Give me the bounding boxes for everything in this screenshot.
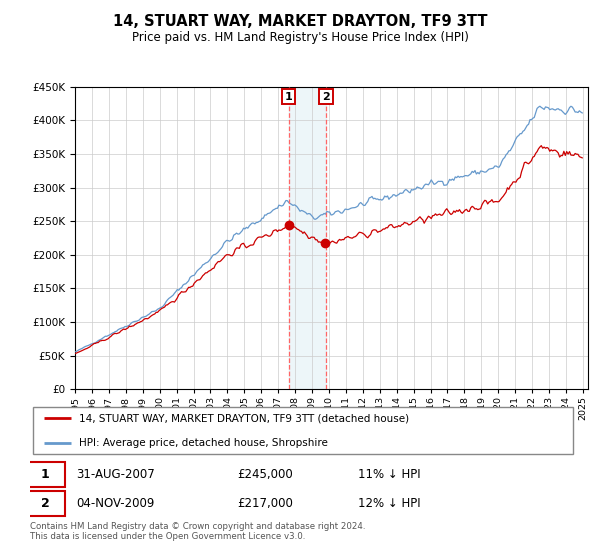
Text: 04-NOV-2009: 04-NOV-2009: [76, 497, 155, 510]
FancyBboxPatch shape: [26, 491, 65, 516]
FancyBboxPatch shape: [26, 462, 65, 487]
Text: 2: 2: [322, 91, 330, 101]
Text: 14, STUART WAY, MARKET DRAYTON, TF9 3TT: 14, STUART WAY, MARKET DRAYTON, TF9 3TT: [113, 14, 487, 29]
Text: 1: 1: [41, 468, 50, 481]
Text: 14, STUART WAY, MARKET DRAYTON, TF9 3TT (detached house): 14, STUART WAY, MARKET DRAYTON, TF9 3TT …: [79, 413, 409, 423]
Text: 31-AUG-2007: 31-AUG-2007: [76, 468, 155, 481]
Text: £217,000: £217,000: [238, 497, 293, 510]
Text: 1: 1: [285, 91, 293, 101]
Text: 2: 2: [41, 497, 50, 510]
Text: £245,000: £245,000: [238, 468, 293, 481]
FancyBboxPatch shape: [33, 407, 573, 454]
Text: Contains HM Land Registry data © Crown copyright and database right 2024.
This d: Contains HM Land Registry data © Crown c…: [30, 522, 365, 542]
Text: Price paid vs. HM Land Registry's House Price Index (HPI): Price paid vs. HM Land Registry's House …: [131, 31, 469, 44]
Text: 11% ↓ HPI: 11% ↓ HPI: [358, 468, 420, 481]
Text: 12% ↓ HPI: 12% ↓ HPI: [358, 497, 420, 510]
Text: HPI: Average price, detached house, Shropshire: HPI: Average price, detached house, Shro…: [79, 438, 328, 448]
Bar: [289, 87, 326, 389]
